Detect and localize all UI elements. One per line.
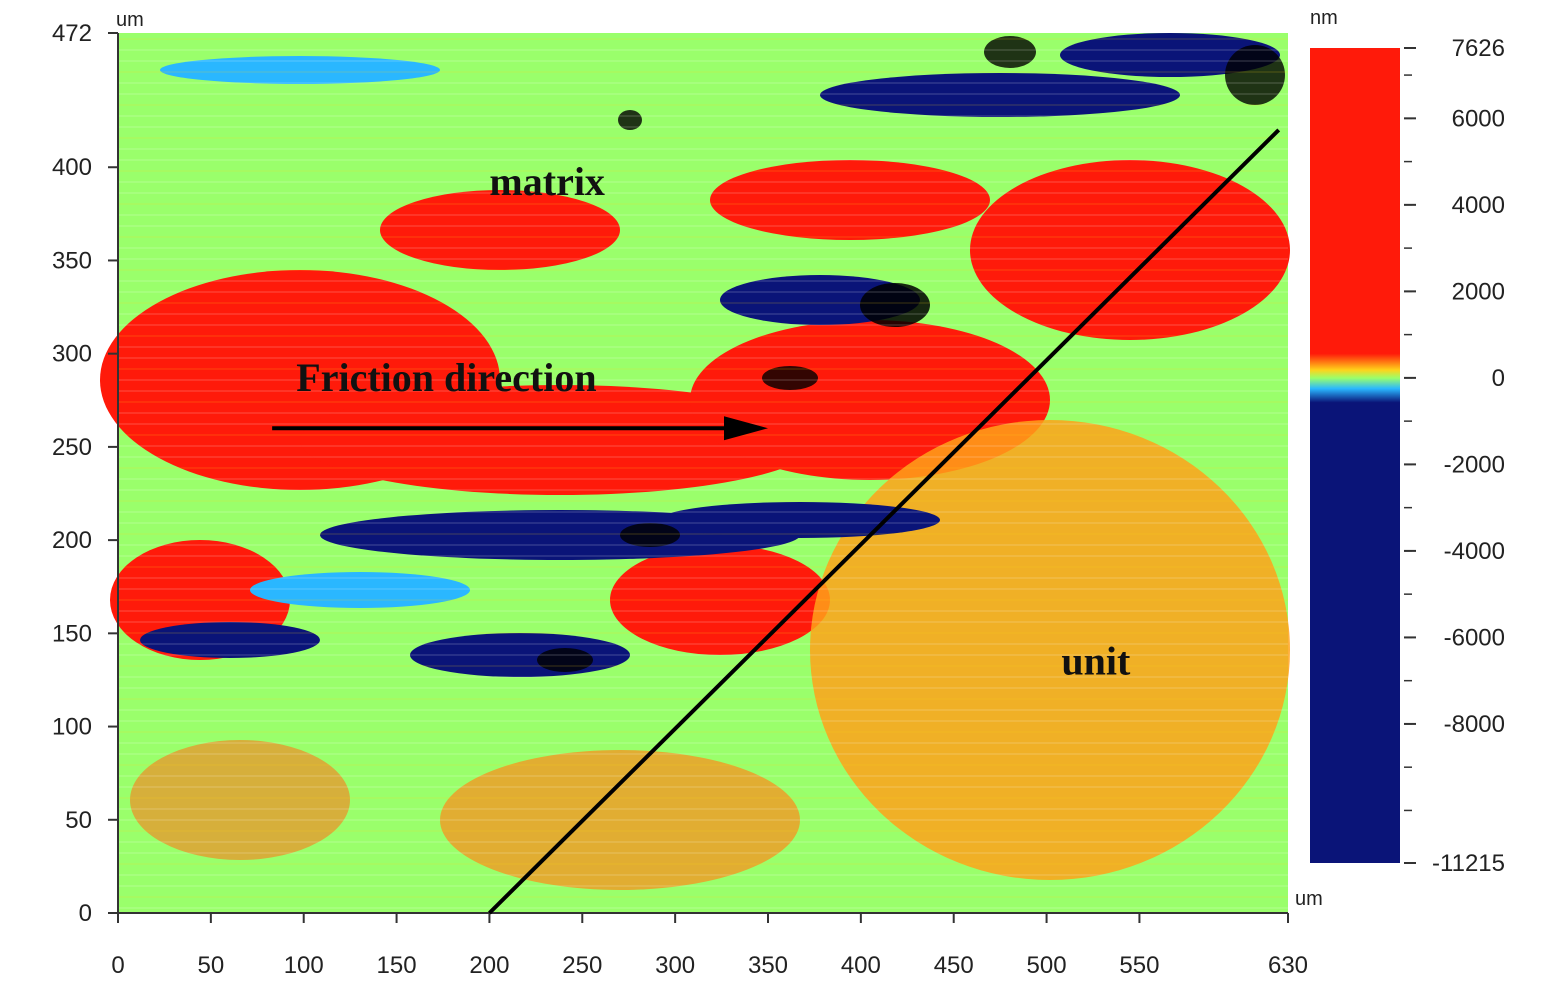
map-region-7 <box>710 160 990 240</box>
map-region-21 <box>620 523 680 547</box>
map-region-12 <box>660 502 940 538</box>
x-tick-label: 550 <box>1119 952 1159 979</box>
colorbar-tick-label: 7626 <box>1452 35 1505 62</box>
colorbar-tick-label: 0 <box>1492 365 1505 392</box>
map-region-13 <box>250 572 470 608</box>
colorbar-ticks: 7626 6000 4000 2000 0 -2000 -4000 -6000 -8000 -11… <box>1404 35 1505 877</box>
colorbar-tick-label: -6000 <box>1444 624 1505 651</box>
x-tick-label: 630 <box>1268 952 1308 979</box>
map-region-23 <box>762 366 818 390</box>
x-tick-label: 300 <box>655 952 695 979</box>
friction-arrow-head <box>724 416 768 441</box>
x-tick-label: 350 <box>748 952 788 979</box>
colorbar-tick-label: 2000 <box>1452 278 1505 305</box>
annotation-unit: unit <box>1061 638 1131 683</box>
colorbar-tick-label: -4000 <box>1444 538 1505 565</box>
x-axis-unit-label: um <box>1295 888 1323 910</box>
map-region-3 <box>970 160 1290 340</box>
colorbar-tick-label: 6000 <box>1452 105 1505 132</box>
map-region-8 <box>810 420 1290 880</box>
map-region-22 <box>537 648 593 672</box>
annotation-friction-direction: Friction direction <box>296 355 596 400</box>
x-tick-label: 250 <box>562 952 602 979</box>
y-tick-label: 350 <box>52 247 92 274</box>
colorbar-tick-label: -2000 <box>1444 451 1505 478</box>
map-region-26 <box>618 110 642 130</box>
map-region-9 <box>440 750 800 890</box>
y-tick-label: 100 <box>52 714 92 741</box>
annotation-overlays: matrix Friction direction unit <box>272 128 1281 915</box>
colorbar-tick-label: 4000 <box>1452 192 1505 219</box>
y-tick-label: 400 <box>52 154 92 181</box>
colorbar-unit-label: nm <box>1310 7 1338 29</box>
y-tick-label: 200 <box>52 527 92 554</box>
colorbar <box>1310 48 1400 863</box>
x-tick-label: 100 <box>284 952 324 979</box>
map-region-1 <box>300 385 820 495</box>
colorbar-tick-label: -8000 <box>1444 711 1505 738</box>
x-tick-label: 50 <box>198 952 225 979</box>
x-tick-label: 500 <box>1027 952 1067 979</box>
map-region-16 <box>820 73 1180 117</box>
y-tick-label: 472 <box>52 20 92 47</box>
y-tick-label: 250 <box>52 434 92 461</box>
map-region-24 <box>984 36 1036 68</box>
scan-stripes <box>118 38 1288 909</box>
x-tick-label: 150 <box>377 952 417 979</box>
annotation-matrix: matrix <box>489 159 605 204</box>
x-tick-label: 200 <box>469 952 509 979</box>
map-region-6 <box>380 190 620 270</box>
y-tick-label: 50 <box>65 807 92 834</box>
matrix-unit-boundary-line <box>488 128 1281 915</box>
y-axis-unit-label: um <box>116 9 144 31</box>
map-region-20 <box>860 283 930 327</box>
map-region-10 <box>130 740 350 860</box>
x-tick-label: 400 <box>841 952 881 979</box>
map-region-18 <box>160 56 440 84</box>
map-region-17 <box>1060 33 1280 77</box>
y-tick-label: 0 <box>79 900 92 927</box>
axes <box>117 33 1288 914</box>
y-tick-label: 300 <box>52 341 92 368</box>
y-tick-label: 150 <box>52 620 92 647</box>
colorbar-tick-label: -11215 <box>1432 850 1505 877</box>
x-axis-ticks: 0 50 100 150 200 250 300 350 400 450 500 550 630 <box>111 913 1308 979</box>
x-tick-label: 450 <box>934 952 974 979</box>
map-region-25 <box>1225 45 1285 105</box>
map-region-14 <box>140 622 320 658</box>
y-axis-ticks: 0 50 100 150 200 250 300 350 400 472 <box>52 20 118 927</box>
x-tick-label: 0 <box>111 952 124 979</box>
